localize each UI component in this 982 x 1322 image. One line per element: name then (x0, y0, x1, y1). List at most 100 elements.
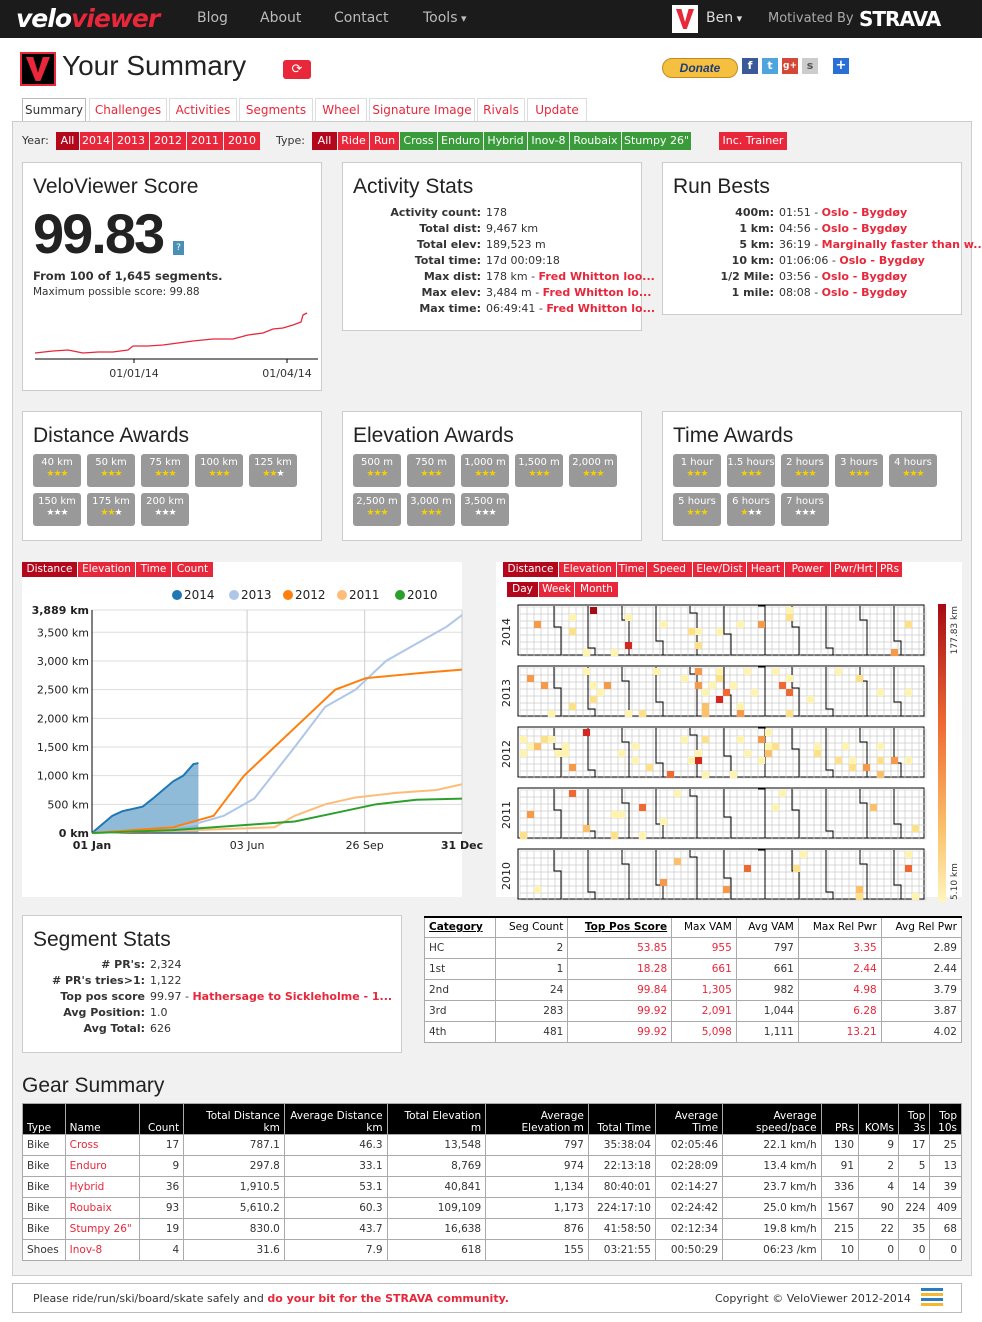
gear-col-header[interactable]: PRs (820, 1103, 860, 1135)
heatmap-cell[interactable] (541, 736, 548, 743)
type-hybrid[interactable]: Hybrid (484, 132, 527, 150)
heatmap-cell[interactable] (583, 729, 590, 736)
heatmap-cell[interactable] (681, 675, 688, 682)
activity-stat-link[interactable]: Fred Whitton lo... (542, 286, 652, 299)
gear-col-header[interactable]: Average Distance km (283, 1103, 388, 1135)
heatmap-cell[interactable] (583, 649, 590, 656)
heatmap-cell[interactable] (786, 710, 793, 717)
tab-rivals[interactable]: Rivals (477, 98, 525, 122)
heatmap-cell[interactable] (758, 736, 765, 743)
heatmap-cell[interactable] (716, 668, 723, 675)
gear-col-header[interactable]: Type (22, 1103, 66, 1135)
heatmap-cell[interactable] (723, 689, 730, 696)
gear-col-header[interactable]: Total Distance km (183, 1103, 285, 1135)
distance-award[interactable]: 40 km ★★★ (33, 454, 81, 487)
tab-activities[interactable]: Activities (169, 98, 237, 122)
heatmap-cell[interactable] (716, 696, 723, 703)
tab-challenges[interactable]: Challenges (89, 98, 167, 122)
heatmap-cell[interactable] (688, 628, 695, 635)
heatmap-cell[interactable] (877, 689, 884, 696)
distance-award[interactable]: 150 km ★★★ (33, 493, 81, 526)
type-ride[interactable]: Ride (338, 132, 369, 150)
heatmap-cell[interactable] (667, 771, 674, 778)
heatmap-cell[interactable] (569, 628, 576, 635)
nav-about[interactable]: About (260, 10, 302, 26)
heatmap-tab-distance[interactable]: Distance (503, 562, 558, 577)
heatmap-cell[interactable] (723, 886, 730, 893)
heatmap-cell[interactable] (520, 736, 527, 743)
strava-community-link[interactable]: do your bit for the STRAVA community. (267, 1292, 509, 1305)
heatmap-cell[interactable] (681, 736, 688, 743)
heatmap-cell[interactable] (611, 832, 618, 839)
heatmap-cell[interactable] (842, 743, 849, 750)
help-icon[interactable]: ? (173, 241, 184, 255)
heatmap-cell[interactable] (625, 642, 632, 649)
tab-summary[interactable]: Summary (22, 98, 86, 122)
heatmap-cell[interactable] (527, 675, 534, 682)
distance-award[interactable]: 200 km ★★★ (141, 493, 189, 526)
heatmap-cell[interactable] (646, 764, 653, 771)
nav-blog[interactable]: Blog (197, 10, 228, 26)
heatmap-cell[interactable] (695, 682, 702, 689)
heatmap-cell[interactable] (695, 757, 702, 764)
heatmap-cell[interactable] (534, 886, 541, 893)
heatmap-tab-prs[interactable]: PRs (877, 562, 902, 577)
legend-2013-marker[interactable] (229, 590, 239, 600)
gear-col-header[interactable]: Average speed/pace (722, 1103, 822, 1135)
time-award[interactable]: 1.5 hours ★★★ (727, 454, 775, 487)
heatmap-period-day[interactable]: Day (507, 582, 538, 597)
heatmap-cell[interactable] (618, 750, 625, 757)
heatmap-cell[interactable] (856, 886, 863, 893)
heatmap-cell[interactable] (758, 621, 765, 628)
year-2011[interactable]: 2011 (187, 132, 223, 150)
refresh-button[interactable]: ⟳ (283, 60, 311, 79)
tab-signature-image[interactable]: Signature Image (369, 98, 475, 122)
heatmap-cell[interactable] (569, 764, 576, 771)
time-award[interactable]: 5 hours ★★★ (673, 493, 721, 526)
category-col-header[interactable]: Category (423, 916, 497, 938)
heatmap-tab-power[interactable]: Power (785, 562, 830, 577)
gear-col-header[interactable]: Average Elevation m (485, 1103, 589, 1135)
heatmap-cell[interactable] (709, 682, 716, 689)
heatmap-cell[interactable] (814, 743, 821, 750)
type-inov-8[interactable]: Inov-8 (528, 132, 569, 150)
heatmap-cell[interactable] (611, 811, 618, 818)
heatmap-cell[interactable] (835, 668, 842, 675)
heatmap-cell[interactable] (905, 689, 912, 696)
heatmap-cell[interactable] (905, 865, 912, 872)
elevation-award[interactable]: 3,500 m ★★★ (461, 493, 509, 526)
heatmap-cell[interactable] (716, 628, 723, 635)
heatmap-tab-speed[interactable]: Speed (647, 562, 692, 577)
heatmap-cell[interactable] (597, 689, 604, 696)
heatmap-cell[interactable] (744, 750, 751, 757)
nav-tools[interactable]: Tools (423, 10, 467, 26)
gear-name-link[interactable]: Hybrid (64, 1176, 141, 1198)
heatmap-cell[interactable] (786, 689, 793, 696)
heatmap-cell[interactable] (758, 757, 765, 764)
elevation-award[interactable]: 1,000 m ★★★ (461, 454, 509, 487)
heatmap-cell[interactable] (744, 865, 751, 872)
run-best-link[interactable]: Marginally faster than w... (821, 238, 982, 251)
brand-logo[interactable]: veloviewer (16, 4, 160, 33)
heatmap-cell[interactable] (905, 757, 912, 764)
heatmap-cell[interactable] (520, 832, 527, 839)
heatmap-cell[interactable] (702, 710, 709, 717)
year-2012[interactable]: 2012 (150, 132, 186, 150)
cumulative-tab-time[interactable]: Time (136, 562, 171, 577)
heatmap-cell[interactable] (835, 757, 842, 764)
heatmap-cell[interactable] (695, 628, 702, 635)
heatmap-cell[interactable] (534, 743, 541, 750)
time-award[interactable]: 7 hours ★★★ (781, 493, 829, 526)
run-best-link[interactable]: Oslo - Bygdøy (821, 286, 908, 299)
run-best-link[interactable]: Oslo - Bygdøy (821, 222, 908, 235)
distance-award[interactable]: 50 km ★★★ (87, 454, 135, 487)
year-all[interactable]: All (56, 132, 79, 150)
heatmap-cell[interactable] (772, 743, 779, 750)
heatmap-cell[interactable] (625, 614, 632, 621)
heatmap-cell[interactable] (737, 703, 744, 710)
heatmap-cell[interactable] (618, 811, 625, 818)
heatmap-cell[interactable] (625, 710, 632, 717)
elevation-award[interactable]: 500 m ★★★ (353, 454, 401, 487)
heatmap-cell[interactable] (905, 851, 912, 858)
heatmap-cell[interactable] (800, 851, 807, 858)
